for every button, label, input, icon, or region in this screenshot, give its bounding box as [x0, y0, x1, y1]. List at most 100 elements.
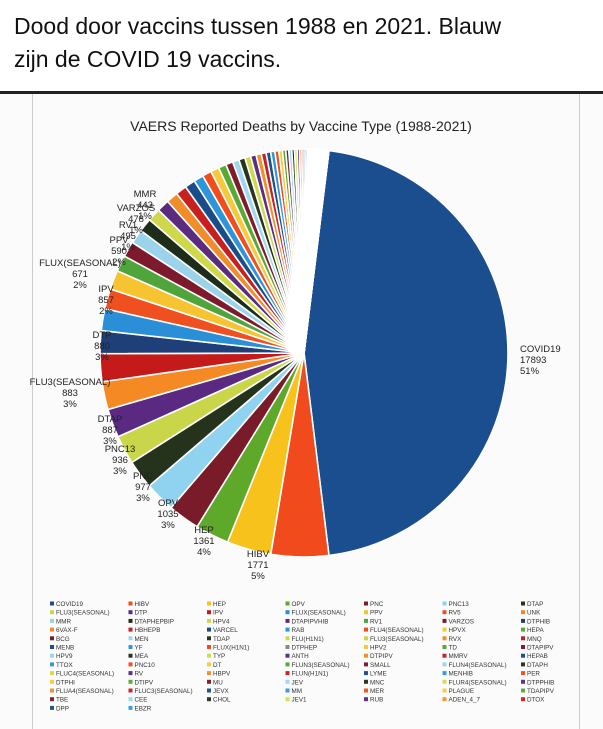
legend-entry: HPV4	[213, 618, 230, 625]
slice-label-mmr-percent: 1%	[138, 211, 152, 222]
legend-entry: PNC13	[449, 601, 470, 608]
legend-swatch	[521, 671, 525, 676]
slice-label-covid19-percent: 51%	[520, 366, 540, 377]
legend-swatch	[207, 653, 211, 658]
legend-entry: FLUN(H1N1)	[292, 671, 329, 678]
legend-swatch	[50, 627, 54, 632]
legend-entry: FLUC3(SEASONAL)	[135, 688, 193, 695]
legend-swatch	[285, 662, 290, 667]
legend-swatch	[207, 688, 211, 693]
legend-entry: FLUX(SEASONAL)	[292, 610, 346, 617]
legend-entry: MM	[292, 688, 303, 695]
legend-entry: IPV	[213, 610, 224, 617]
slice-label-hibv-percent: 5%	[251, 571, 265, 582]
legend-swatch	[364, 697, 368, 702]
legend-swatch	[521, 679, 525, 684]
legend-entry: HEP	[213, 601, 226, 608]
legend-entry: DTAPIPV	[527, 645, 554, 652]
caption-line-2: zijn de COVID 19 vaccins.	[14, 46, 282, 72]
slice-label-dtp-value: 880	[94, 341, 110, 352]
legend-swatch	[207, 601, 211, 606]
legend-swatch	[364, 688, 368, 693]
legend-swatch	[128, 662, 133, 667]
legend-swatch	[207, 697, 211, 702]
legend-swatch	[50, 697, 54, 702]
legend-entry: MMR	[56, 618, 71, 625]
slice-label-ipv-name: IPV	[98, 284, 114, 295]
slice-label-mmr-name: MMR	[134, 189, 157, 200]
legend-entry: DTAP	[527, 601, 543, 608]
slice-label-hep-name: HEP	[194, 525, 214, 536]
legend-swatch	[128, 679, 133, 684]
legend-swatch	[50, 662, 54, 667]
legend-swatch	[442, 671, 447, 676]
legend-entry: CHOL	[213, 697, 231, 704]
slice-label-covid19-value: 17893	[520, 355, 546, 366]
legend-entry: FLUX(H1N1)	[213, 645, 249, 652]
legend-swatch	[50, 653, 54, 658]
legend-swatch	[521, 636, 525, 641]
legend-entry: VARZOS	[449, 618, 474, 625]
legend-entry: DTPHI	[56, 679, 75, 686]
legend-swatch	[285, 627, 290, 632]
caption-divider	[0, 91, 603, 94]
legend-swatch	[364, 653, 368, 658]
legend-swatch	[128, 671, 133, 676]
legend-swatch	[285, 618, 290, 623]
legend-swatch	[364, 662, 368, 667]
legend-swatch	[128, 636, 133, 641]
legend-entry: PER	[527, 671, 540, 678]
legend-swatch	[207, 618, 211, 623]
post-caption: Dood door vaccins tussen 1988 en 2021. B…	[14, 10, 594, 76]
legend-swatch	[50, 645, 54, 649]
legend-entry: DTOX	[527, 697, 545, 704]
slice-label-flux-seasonal--percent: 2%	[73, 280, 87, 291]
legend-entry: HBHEPB	[135, 627, 161, 634]
legend-entry: SMALL	[370, 662, 391, 669]
slice-label-pnc13-value: 936	[112, 455, 128, 466]
legend-swatch	[364, 671, 368, 676]
slice-label-pnc-name: PNC	[133, 471, 153, 482]
legend-swatch	[285, 645, 290, 649]
legend-entry: DTP	[135, 610, 148, 617]
slice-label-ppv-percent: 2%	[112, 257, 126, 268]
legend-swatch	[521, 610, 525, 615]
legend-swatch	[50, 610, 54, 615]
legend-swatch	[285, 601, 290, 606]
legend-entry: ADEN_4_7	[449, 697, 481, 704]
legend-swatch	[50, 636, 54, 641]
legend-entry: BCG	[56, 636, 70, 643]
slice-label-dtap-value: 887	[102, 425, 118, 436]
legend-entry: MU	[213, 679, 223, 686]
legend-swatch	[364, 627, 368, 632]
slice-label-pnc-value: 977	[135, 482, 151, 493]
legend-entry: HIBV	[135, 601, 150, 608]
legend-entry: COVID19	[56, 601, 83, 608]
caption-line-1: Dood door vaccins tussen 1988 en 2021. B…	[14, 13, 502, 39]
legend-entry: MENB	[56, 645, 74, 652]
legend-swatch	[521, 645, 525, 649]
legend-entry: 6VAX-F	[56, 627, 78, 634]
legend-entry: RV	[135, 671, 144, 678]
legend-entry: RV5	[449, 610, 462, 617]
legend-swatch	[442, 679, 447, 684]
legend-swatch	[364, 610, 368, 615]
legend-swatch	[521, 653, 525, 658]
slice-label-hep-percent: 4%	[197, 547, 211, 558]
legend-swatch	[521, 697, 525, 702]
legend-entry: MNC	[370, 679, 385, 686]
slice-label-dtap-name: DTAP	[98, 414, 123, 425]
slice-label-varzos-percent: 1%	[129, 225, 143, 236]
legend-entry: FLUC4(SEASONAL)	[56, 671, 114, 678]
legend-swatch	[285, 679, 290, 684]
legend-entry: PLAGUE	[449, 688, 475, 695]
legend-swatch	[364, 645, 368, 649]
legend-swatch	[128, 618, 133, 623]
legend-swatch	[50, 601, 54, 606]
slice-label-pnc13-percent: 3%	[113, 466, 127, 477]
slice-label-rv1-name: RV1	[119, 220, 137, 231]
slice-label-rv1-value: 495	[120, 231, 136, 242]
legend-swatch	[50, 705, 54, 710]
